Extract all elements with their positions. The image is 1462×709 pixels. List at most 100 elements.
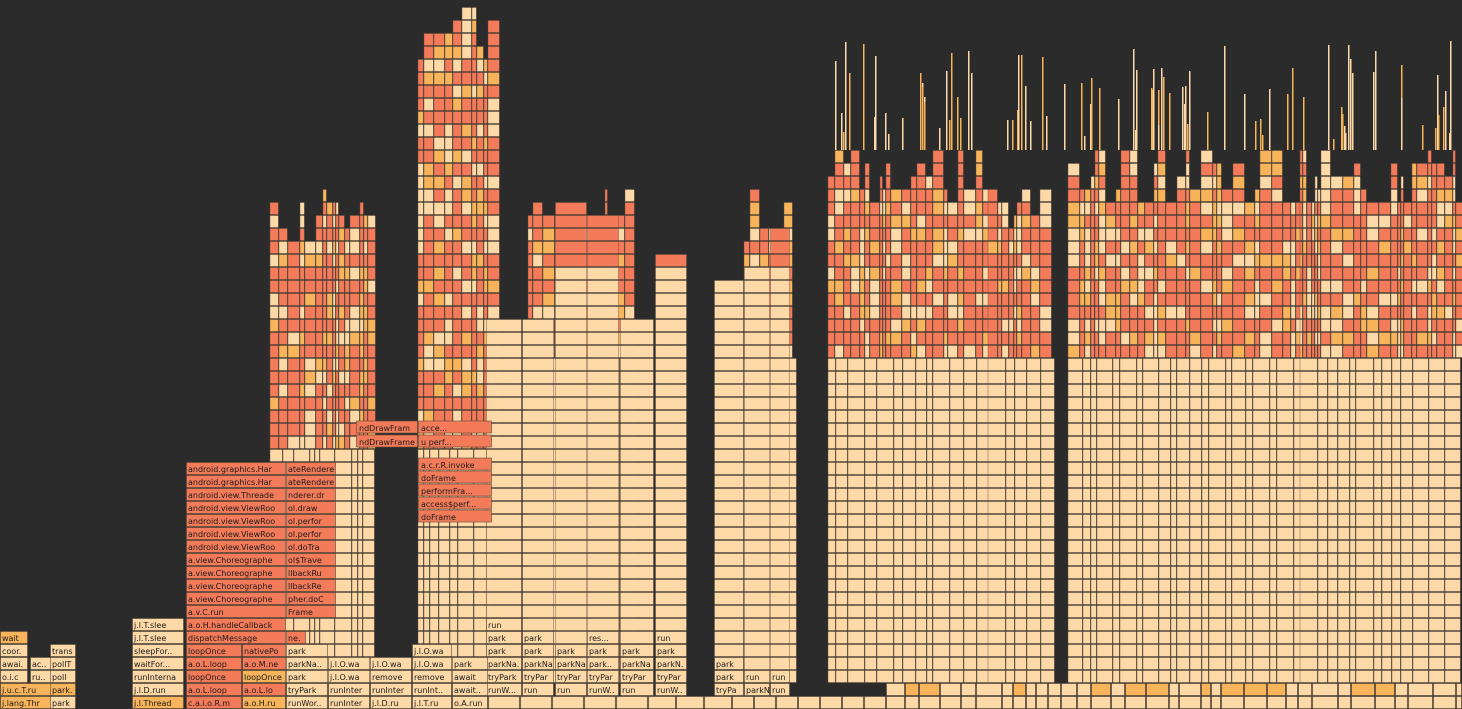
stack-frame[interactable] [556, 320, 587, 332]
frame-rect[interactable] [1126, 684, 1146, 696]
stack-frame[interactable] [350, 242, 359, 254]
stack-frame[interactable] [484, 151, 487, 163]
stack-frame[interactable] [844, 216, 850, 228]
stack-frame[interactable]: j.l.D.ru [371, 697, 412, 709]
stack-frame[interactable] [424, 190, 433, 202]
stack-frame[interactable] [418, 385, 423, 397]
stack-frame[interactable] [1429, 489, 1444, 501]
stack-frame[interactable] [333, 411, 335, 423]
stack-frame[interactable] [418, 242, 423, 254]
stack-frame[interactable] [933, 333, 943, 345]
stack-frame[interactable] [715, 294, 744, 306]
stack-frame[interactable] [1121, 229, 1129, 241]
stack-frame[interactable] [1083, 658, 1090, 670]
stack-frame[interactable] [745, 450, 770, 462]
stack-frame[interactable] [998, 229, 1001, 241]
stack-frame[interactable] [294, 450, 309, 462]
stack-frame[interactable] [1374, 489, 1381, 501]
stack-frame[interactable] [771, 411, 790, 423]
stack-frame[interactable] [474, 632, 486, 644]
stack-frame[interactable] [1232, 580, 1245, 592]
stack-frame[interactable] [1412, 307, 1416, 319]
stack-frame[interactable] [424, 528, 429, 540]
stack-frame[interactable] [1226, 541, 1231, 553]
stack-frame[interactable] [1445, 437, 1460, 449]
frame-rect[interactable] [1014, 697, 1026, 709]
stack-frame[interactable] [1374, 619, 1381, 631]
stack-frame[interactable] [750, 255, 759, 267]
stack-frame[interactable] [1272, 346, 1282, 358]
stack-frame[interactable] [1015, 411, 1026, 423]
stack-frame[interactable] [1356, 567, 1373, 579]
stack-frame[interactable]: a.view.Choreographe [187, 580, 286, 592]
frame-rect[interactable] [487, 684, 522, 696]
stack-frame[interactable] [445, 34, 452, 46]
stack-frame[interactable] [1361, 268, 1366, 280]
stack-frame[interactable] [1049, 697, 1061, 709]
stack-frame[interactable] [1312, 320, 1314, 332]
stack-frame[interactable] [715, 554, 744, 566]
stack-frame[interactable] [300, 359, 304, 371]
frame-rect[interactable] [621, 645, 654, 657]
stack-frame[interactable] [894, 489, 902, 501]
stack-frame[interactable] [1374, 411, 1381, 423]
stack-frame[interactable] [1356, 411, 1373, 423]
stack-frame[interactable] [1350, 528, 1355, 540]
stack-frame[interactable] [1392, 424, 1400, 436]
stack-frame[interactable] [1116, 333, 1120, 345]
stack-frame[interactable] [1015, 437, 1026, 449]
stack-frame[interactable]: awai. [1, 658, 28, 670]
stack-frame[interactable] [828, 333, 834, 345]
stack-frame[interactable] [588, 528, 619, 540]
stack-frame[interactable] [948, 216, 957, 228]
stack-frame[interactable] [1015, 489, 1026, 501]
stack-frame[interactable] [1328, 398, 1337, 410]
stack-frame[interactable] [477, 86, 483, 98]
stack-frame[interactable] [926, 268, 932, 280]
stack-frame[interactable] [1398, 203, 1400, 215]
stack-frame[interactable] [883, 307, 885, 319]
stack-frame[interactable] [424, 99, 433, 111]
stack-frame[interactable] [333, 346, 335, 358]
stack-frame[interactable] [828, 502, 835, 514]
stack-frame[interactable] [1356, 645, 1373, 657]
stack-frame[interactable] [1232, 489, 1245, 501]
stack-frame[interactable] [656, 255, 687, 267]
frame-rect[interactable] [1112, 684, 1125, 696]
stack-frame[interactable] [880, 346, 882, 358]
stack-frame[interactable] [1272, 307, 1282, 319]
stack-frame[interactable] [1209, 385, 1225, 397]
stack-frame[interactable] [1154, 190, 1157, 202]
stack-frame[interactable] [1300, 255, 1302, 267]
stack-frame[interactable] [1099, 229, 1105, 241]
stack-frame[interactable] [1209, 658, 1225, 670]
stack-frame[interactable] [418, 333, 423, 345]
stack-frame[interactable] [474, 528, 486, 540]
stack-frame[interactable] [715, 567, 744, 579]
stack-frame[interactable] [1300, 437, 1317, 449]
stack-frame[interactable] [310, 619, 314, 631]
stack-frame[interactable] [865, 333, 869, 345]
stack-frame[interactable] [877, 528, 893, 540]
stack-frame[interactable] [418, 294, 423, 306]
stack-frame[interactable] [1246, 476, 1252, 488]
stack-frame[interactable] [1014, 229, 1016, 241]
stack-frame[interactable] [1190, 580, 1201, 592]
stack-frame[interactable] [472, 112, 476, 124]
stack-frame[interactable] [1367, 294, 1378, 306]
stack-frame[interactable] [1068, 502, 1082, 514]
stack-frame[interactable] [656, 281, 687, 293]
stack-frame[interactable] [977, 697, 1002, 709]
stack-frame[interactable] [336, 398, 338, 410]
stack-frame[interactable] [1296, 307, 1300, 319]
stack-frame[interactable]: park [287, 671, 328, 683]
stack-frame[interactable] [1154, 177, 1157, 189]
stack-frame[interactable] [1283, 307, 1290, 319]
stack-frame[interactable] [1374, 359, 1381, 371]
stack-frame[interactable] [1068, 593, 1082, 605]
stack-frame[interactable] [533, 255, 542, 267]
stack-frame[interactable] [894, 528, 902, 540]
frame-rect[interactable] [133, 632, 184, 644]
stack-frame[interactable] [430, 528, 438, 540]
frame-rect[interactable] [1396, 697, 1408, 709]
